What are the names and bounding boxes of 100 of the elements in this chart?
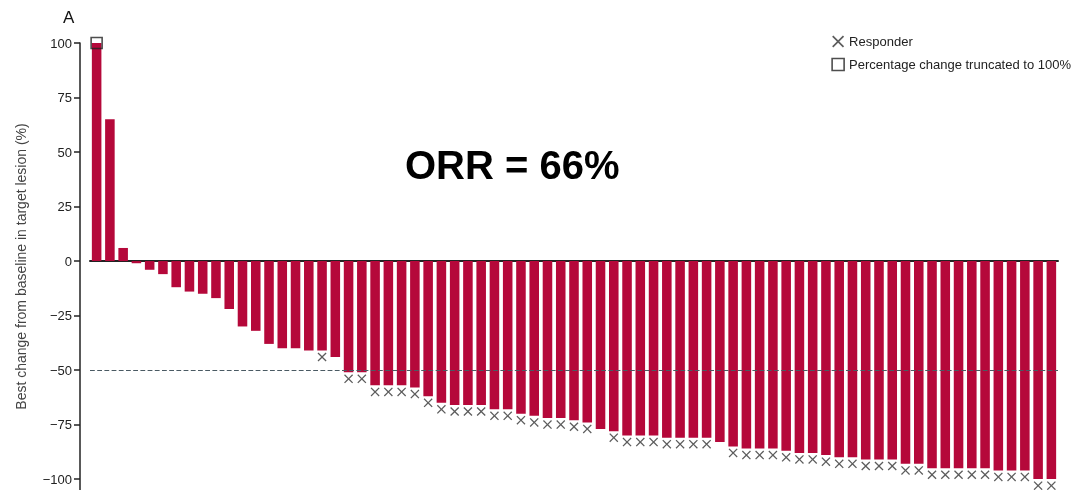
point [582,424,592,434]
bar [847,261,858,458]
bar [396,261,407,386]
y-tick-label: 100 [50,35,72,51]
bar [357,261,367,373]
bar [171,261,181,288]
point [675,439,685,449]
bar [383,261,394,386]
annotation: ORR = 66% [405,143,620,187]
bar [1046,261,1057,480]
bar [781,261,791,451]
bar [821,261,831,456]
point [980,470,990,480]
point [781,452,791,462]
bar [476,261,486,405]
point [344,374,354,384]
bar [701,261,712,438]
bar [595,261,606,429]
bar [927,261,937,469]
bar [648,261,659,436]
point [887,461,897,471]
point [90,36,103,50]
point [1033,481,1043,490]
bar [423,261,433,397]
bar [502,261,513,410]
bar [463,261,473,405]
legend-label: Responder [849,34,914,49]
bar [980,261,990,469]
bar [728,261,738,447]
point [861,461,871,471]
point [397,387,407,397]
bar [582,261,593,423]
bar [343,261,354,373]
y-axis-title: Best change from baseline in target lesion (%) [13,123,29,410]
point [450,407,460,416]
bar [715,261,725,443]
point [635,437,645,447]
point [489,411,499,421]
point [901,465,911,475]
bar [237,261,248,327]
bar [1006,261,1017,471]
bar [913,261,924,464]
bar [304,261,314,351]
bar [688,261,699,438]
bar [370,261,380,386]
chart-title: A [63,8,75,27]
y-tick-label: 50 [57,144,72,160]
point [993,472,1003,482]
bar [197,261,208,294]
point [914,465,924,475]
bar [277,261,288,349]
bar [410,261,420,388]
point [476,407,486,416]
bar [489,261,500,410]
bar [967,261,977,469]
bar [317,261,327,351]
bar [834,261,844,458]
bar [224,261,235,310]
bar [807,261,818,453]
point [847,459,857,469]
bar [635,261,646,436]
bar [184,261,195,292]
y-tick-label: −25 [49,308,72,324]
bar [1033,261,1043,480]
point [383,387,393,397]
point [702,439,712,449]
point [503,411,513,421]
y-tick-label: −100 [42,471,72,487]
bar [794,261,805,453]
bar [516,261,526,414]
bar [940,261,951,469]
bar [887,261,898,460]
bar [874,261,884,460]
bar [555,261,566,419]
bar [953,261,964,469]
bar [662,261,672,438]
bar [105,119,115,262]
bar [569,261,579,421]
bar [542,261,553,419]
y-tick-label: −50 [49,362,72,378]
bar [290,261,301,349]
bar [675,261,685,438]
bar [436,261,447,403]
bar [118,247,128,262]
bar [754,261,765,449]
bar [144,261,155,270]
bar [609,261,619,432]
bar [860,261,871,460]
point [954,470,964,480]
legend-label: Percentage change truncated to 100% [849,57,1072,72]
bar [158,261,168,275]
point [1007,472,1017,482]
point [741,450,751,460]
point [688,439,698,449]
bar [529,261,539,416]
point [516,415,526,425]
point [821,457,831,467]
y-tick-label: 0 [64,253,72,269]
bar [768,261,778,449]
bar [1020,261,1030,471]
